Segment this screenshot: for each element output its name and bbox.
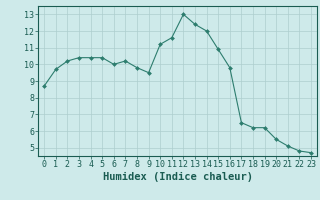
X-axis label: Humidex (Indice chaleur): Humidex (Indice chaleur) bbox=[103, 172, 252, 182]
